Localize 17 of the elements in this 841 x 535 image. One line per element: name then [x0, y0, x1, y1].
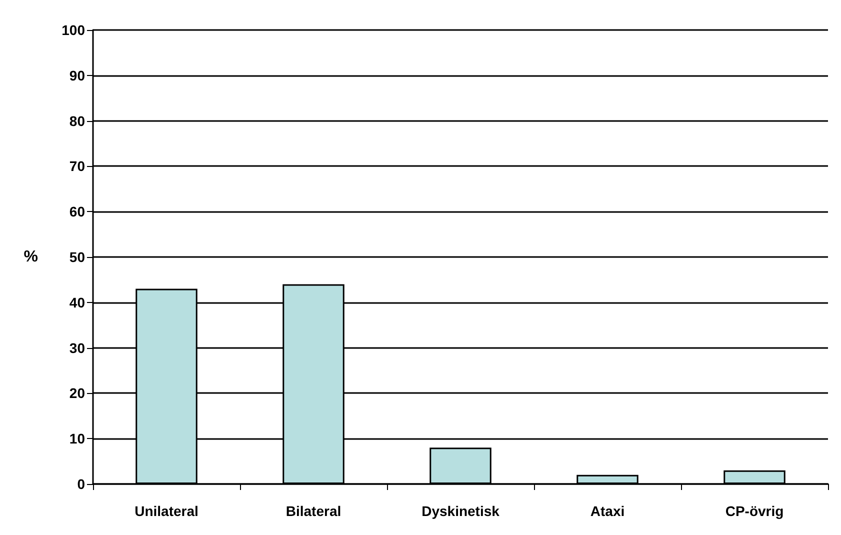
y-tick-label: 50 — [69, 249, 86, 265]
y-tick-label: 90 — [69, 67, 86, 84]
x-tick-label: Bilateral — [286, 503, 342, 519]
y-tick-label: 60 — [69, 204, 86, 220]
y-axis-title: % — [24, 248, 38, 266]
y-tick-label: 40 — [69, 294, 86, 310]
x-tick-label: CP-övrig — [725, 503, 784, 519]
y-tick-label: 30 — [69, 340, 86, 356]
y-tick-label: 80 — [69, 112, 86, 129]
y-tick-label: 10 — [69, 430, 86, 447]
x-tick-label: Dyskinetisk — [422, 503, 500, 519]
y-tick-label: 70 — [69, 158, 86, 174]
x-tick-label: Unilateral — [134, 503, 198, 519]
y-tick-label: 100 — [62, 22, 86, 38]
y-tick-label: 20 — [69, 385, 86, 402]
x-tick-label: Ataxi — [590, 503, 625, 519]
y-tick-label: 0 — [77, 476, 86, 492]
